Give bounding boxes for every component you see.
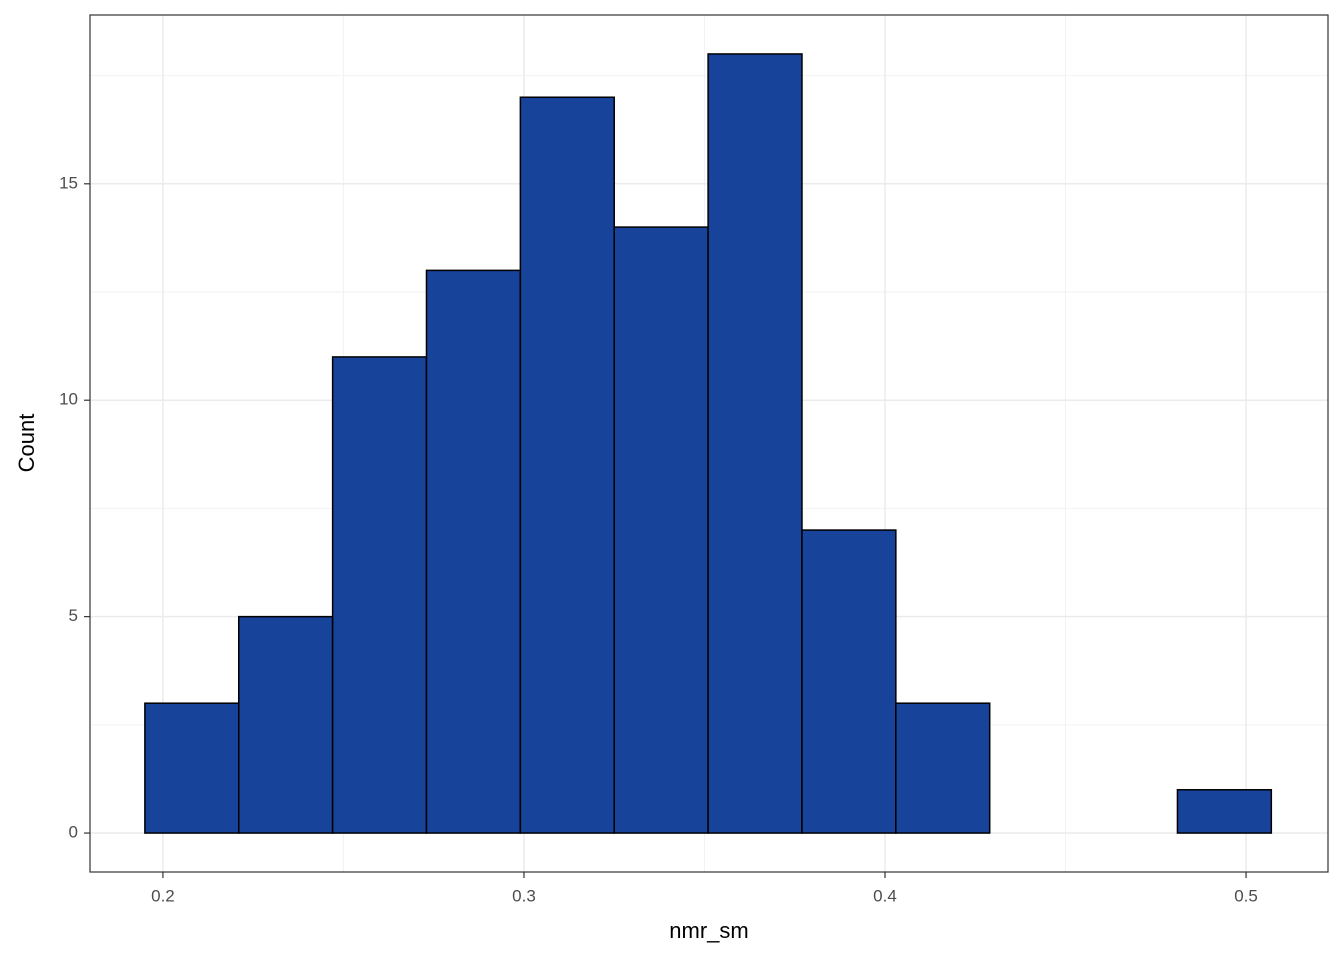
y-tick-label: 15 — [59, 173, 78, 192]
y-tick-label: 10 — [59, 390, 78, 409]
bar — [237, 615, 334, 834]
bar — [707, 53, 803, 834]
bar — [331, 356, 428, 834]
x-axis-title: nmr_sm — [669, 918, 748, 943]
y-tick-label: 5 — [69, 606, 78, 625]
bar — [425, 269, 522, 834]
x-tick-label: 0.4 — [873, 886, 897, 905]
bar — [1176, 789, 1273, 834]
bar — [613, 226, 709, 834]
bar — [895, 702, 991, 834]
bar — [801, 529, 897, 834]
x-tick-label: 0.5 — [1234, 886, 1258, 905]
x-tick-label: 0.3 — [512, 886, 536, 905]
bar — [519, 96, 615, 834]
y-axis-title: Count — [14, 414, 39, 473]
bar — [144, 702, 240, 834]
panel-border — [89, 14, 1329, 873]
y-tick-label: 0 — [69, 823, 78, 842]
x-tick-label: 0.2 — [151, 886, 175, 905]
